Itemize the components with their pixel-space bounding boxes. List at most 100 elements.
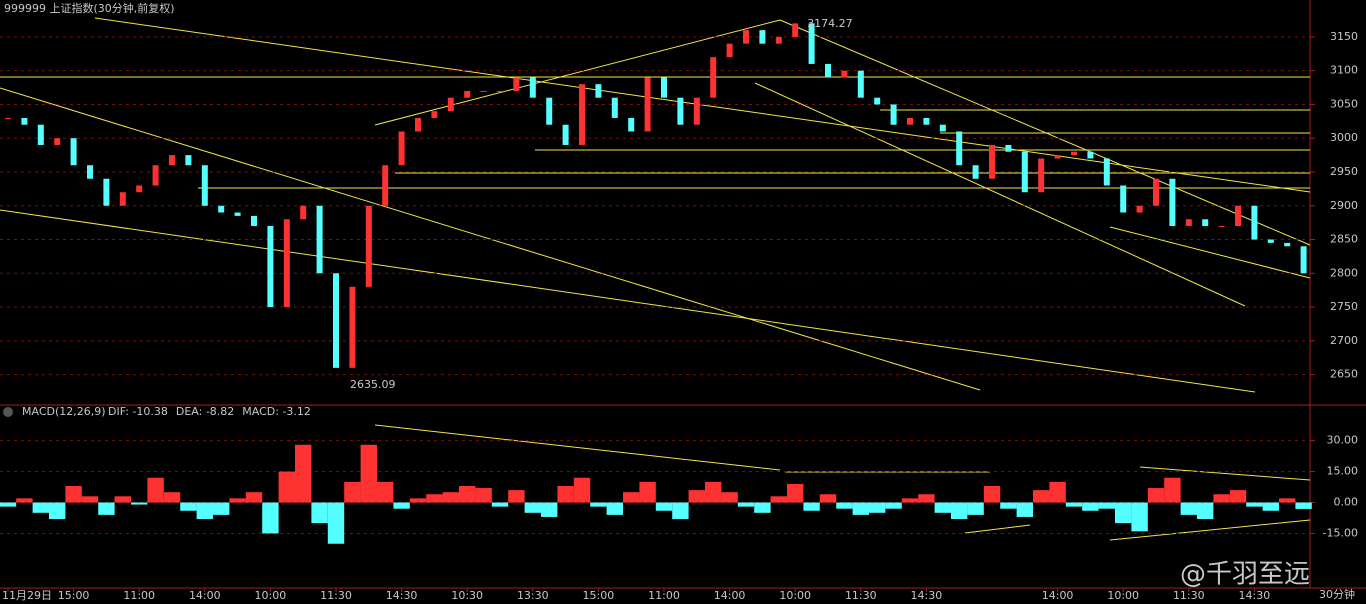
x-tick-label: 11:30 bbox=[1173, 589, 1205, 602]
macd-bar bbox=[1016, 502, 1033, 517]
candle bbox=[1251, 205, 1258, 240]
candle bbox=[1136, 205, 1143, 213]
macd-bar bbox=[524, 502, 541, 513]
macd-bar bbox=[344, 481, 361, 503]
y-tick-label: 3000 bbox=[1330, 131, 1358, 144]
y-tick-label: 15.00 bbox=[1327, 465, 1359, 478]
candle bbox=[1021, 151, 1028, 193]
macd-bar bbox=[196, 502, 213, 519]
chart-title: 999999 上证指数(30分钟,前复权) bbox=[4, 1, 175, 15]
candle bbox=[677, 97, 684, 125]
macd-bar bbox=[737, 502, 755, 507]
candle bbox=[595, 84, 602, 98]
trend-line bbox=[374, 19, 781, 126]
macd-bar bbox=[770, 496, 787, 503]
candle bbox=[1185, 219, 1192, 227]
macd-bar bbox=[0, 502, 17, 507]
candle bbox=[726, 43, 733, 58]
macd-bar bbox=[803, 502, 820, 511]
x-tick-label: 14:00 bbox=[189, 589, 221, 602]
x-tick-label: 10:00 bbox=[255, 589, 287, 602]
trend-line bbox=[0, 209, 1256, 393]
candle bbox=[841, 70, 848, 78]
macd-bar bbox=[541, 502, 558, 517]
trend-line bbox=[754, 82, 1246, 307]
candle bbox=[497, 90, 503, 92]
candle bbox=[382, 165, 389, 206]
macd-bar bbox=[475, 488, 492, 503]
macd-bar bbox=[163, 492, 181, 503]
candle bbox=[349, 286, 356, 368]
macd-bar bbox=[951, 502, 968, 519]
candle bbox=[267, 226, 274, 308]
macd-bar bbox=[1115, 502, 1132, 524]
candle bbox=[21, 117, 28, 125]
candle bbox=[989, 144, 995, 179]
macd-bar bbox=[81, 496, 99, 503]
watermark: @千羽至远 bbox=[1180, 560, 1310, 590]
candle bbox=[775, 36, 782, 44]
macd-bar bbox=[295, 444, 312, 503]
x-tick-label: 14:30 bbox=[1239, 589, 1271, 602]
y-tick-label: 2700 bbox=[1330, 334, 1358, 347]
candle bbox=[1153, 178, 1159, 206]
trend-line bbox=[1139, 466, 1311, 481]
candle bbox=[611, 97, 618, 118]
macd-bar bbox=[885, 502, 902, 509]
macd-legend: DEA: -8.82 bbox=[176, 405, 234, 418]
macd-bar bbox=[213, 502, 230, 515]
trend-line bbox=[1109, 519, 1311, 541]
candle bbox=[923, 117, 930, 125]
macd-bar bbox=[557, 486, 574, 503]
candle bbox=[1218, 226, 1225, 228]
macd-bar bbox=[819, 494, 837, 503]
macd-bar bbox=[1229, 490, 1247, 503]
macd-bar bbox=[639, 481, 656, 503]
candle bbox=[70, 138, 77, 166]
macd-bar bbox=[65, 486, 82, 503]
low-annotation: 2635.09 bbox=[350, 378, 396, 391]
candle bbox=[431, 111, 438, 118]
macd-bar bbox=[491, 502, 509, 507]
y-tick-label: 30.00 bbox=[1327, 434, 1359, 447]
candle bbox=[87, 165, 93, 179]
macd-bar bbox=[245, 492, 263, 503]
high-annotation: 3174.27 bbox=[807, 17, 853, 30]
y-tick-label: 2950 bbox=[1330, 165, 1358, 178]
candle bbox=[251, 215, 257, 227]
candle bbox=[743, 30, 749, 44]
x-tick-label: 14:30 bbox=[386, 589, 418, 602]
candle bbox=[1103, 158, 1110, 186]
candle bbox=[480, 90, 487, 92]
y-tick-label: 2800 bbox=[1330, 266, 1358, 279]
candle bbox=[857, 70, 864, 98]
macd-bar bbox=[98, 502, 115, 515]
candle bbox=[1054, 155, 1061, 159]
candle bbox=[119, 192, 126, 206]
candle bbox=[1120, 185, 1127, 213]
trend-line bbox=[964, 524, 1031, 534]
candle bbox=[874, 97, 881, 105]
candle bbox=[234, 212, 241, 216]
y-tick-label: 3050 bbox=[1330, 97, 1358, 110]
macd-toggle[interactable] bbox=[3, 407, 13, 417]
macd-bar bbox=[836, 502, 853, 509]
macd-bar bbox=[278, 471, 295, 503]
candle bbox=[136, 185, 143, 193]
macd-bar bbox=[508, 490, 525, 503]
candle bbox=[579, 84, 585, 145]
macd-bar bbox=[1262, 502, 1279, 511]
candle bbox=[316, 205, 323, 274]
x-tick-label: 11:30 bbox=[845, 589, 877, 602]
x-tick-label: 14:30 bbox=[911, 589, 943, 602]
macd-bar bbox=[787, 483, 804, 503]
macd-bar bbox=[377, 481, 394, 503]
candle bbox=[1235, 205, 1241, 227]
macd-bar bbox=[32, 502, 49, 513]
candle bbox=[415, 117, 421, 132]
macd-bar bbox=[459, 486, 476, 503]
macd-bar bbox=[114, 496, 131, 503]
candle bbox=[447, 97, 454, 112]
x-tick-label: 14:00 bbox=[1042, 589, 1074, 602]
x-tick-label: 13:30 bbox=[517, 589, 549, 602]
